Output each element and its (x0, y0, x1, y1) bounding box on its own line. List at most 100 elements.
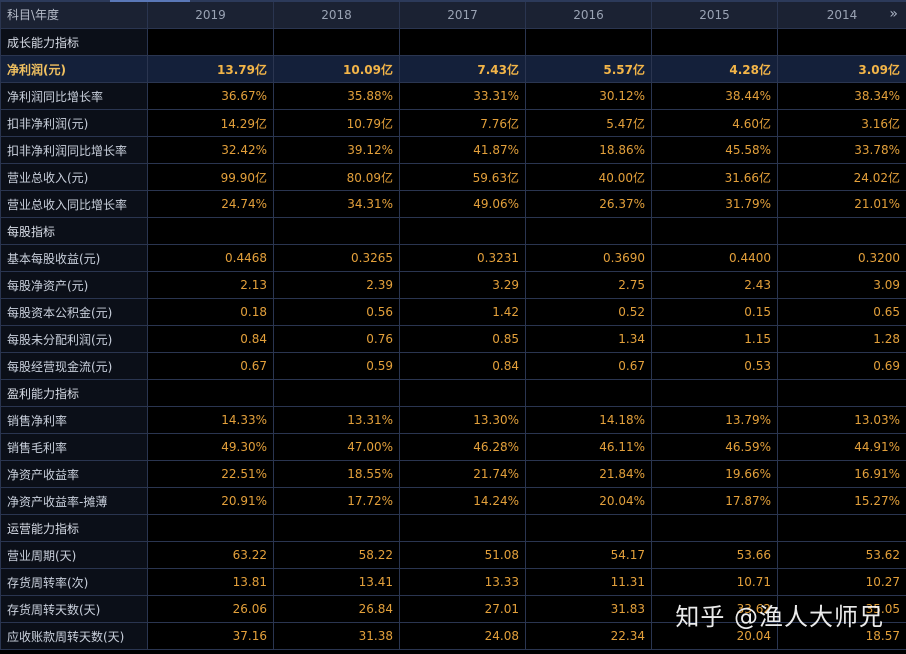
table-row[interactable]: 净资产收益率 22.51% 18.55% 21.74% 21.84% 19.66% 16.9… (0, 460, 906, 488)
value-cell: 7.76亿 (399, 109, 526, 137)
empty-cell (651, 217, 778, 245)
table-row[interactable]: 营业总收入(元) 99.90亿 80.09亿 59.63亿 40.00亿 31.66亿 24… (0, 163, 906, 191)
empty-cell (777, 217, 906, 245)
value-cell: 33.78% (777, 136, 906, 164)
value-cell: 49.30% (147, 433, 274, 461)
year-header[interactable]: 2019 (147, 0, 274, 29)
value-cell: 38.44% (651, 82, 778, 110)
section-title: 运营能力指标 (0, 514, 148, 542)
section-header-row: 每股指标 (0, 217, 906, 245)
value-cell: 19.66% (651, 460, 778, 488)
table-row[interactable]: 营业周期(天) 63.22 58.22 51.08 54.17 53.66 53.62 (0, 541, 906, 569)
value-cell: 4.28亿 (651, 55, 778, 83)
value-cell: 1.15 (651, 325, 778, 353)
value-cell: 2.43 (651, 271, 778, 299)
value-cell: 10.79亿 (273, 109, 400, 137)
value-cell: 31.83 (525, 595, 652, 623)
value-cell: 17.72% (273, 487, 400, 515)
table-row[interactable]: 每股经营现金流(元) 0.67 0.59 0.84 0.67 0.53 0.69 (0, 352, 906, 380)
value-cell: 0.53 (651, 352, 778, 380)
double-chevron-right-icon[interactable]: » (889, 6, 898, 22)
value-cell: 2.13 (147, 271, 274, 299)
value-cell: 13.79% (651, 406, 778, 434)
value-cell: 31.66亿 (651, 163, 778, 191)
value-cell: 46.59% (651, 433, 778, 461)
value-cell: 1.42 (399, 298, 526, 326)
empty-cell (399, 514, 526, 542)
table-row[interactable]: 每股净资产(元) 2.13 2.39 3.29 2.75 2.43 3.09 (0, 271, 906, 299)
value-cell: 26.37% (525, 190, 652, 218)
section-header-row: 成长能力指标 (0, 28, 906, 56)
value-cell: 5.47亿 (525, 109, 652, 137)
value-cell: 35.05 (777, 595, 906, 623)
value-cell: 20.04 (651, 622, 778, 650)
row-label: 存货周转率(次) (0, 568, 148, 596)
empty-cell (651, 514, 778, 542)
value-cell: 13.33 (399, 568, 526, 596)
table-row[interactable]: 营业总收入同比增长率 24.74% 34.31% 49.06% 26.37% 31.79%… (0, 190, 906, 218)
empty-cell (525, 379, 652, 407)
table-row[interactable]: 销售净利率 14.33% 13.31% 13.30% 14.18% 13.79% 13.03… (0, 406, 906, 434)
value-cell: 22.51% (147, 460, 274, 488)
header-row: 科目\年度 2019 2018 2017 2016 2015 2014 (0, 0, 906, 29)
value-cell: 10.09亿 (273, 55, 400, 83)
value-cell: 54.17 (525, 541, 652, 569)
table-row[interactable]: 净资产收益率-摊薄 20.91% 17.72% 14.24% 20.04% 17.87% 1… (0, 487, 906, 515)
value-cell: 59.63亿 (399, 163, 526, 191)
table-row[interactable]: 每股未分配利润(元) 0.84 0.76 0.85 1.34 1.15 1.28 (0, 325, 906, 353)
value-cell: 26.84 (273, 595, 400, 623)
year-header[interactable]: 2016 (525, 0, 652, 29)
value-cell: 45.58% (651, 136, 778, 164)
value-cell: 3.09亿 (777, 55, 906, 83)
table-row[interactable]: 净利润(元) 13.79亿 10.09亿 7.43亿 5.57亿 4.28亿 3.09亿 (0, 55, 906, 83)
value-cell: 7.43亿 (399, 55, 526, 83)
value-cell: 37.16 (147, 622, 274, 650)
value-cell: 17.87% (651, 487, 778, 515)
value-cell: 36.67% (147, 82, 274, 110)
year-header[interactable]: 2018 (273, 0, 400, 29)
row-label: 每股资本公积金(元) (0, 298, 148, 326)
value-cell: 3.09 (777, 271, 906, 299)
value-cell: 20.04% (525, 487, 652, 515)
value-cell: 38.34% (777, 82, 906, 110)
year-header[interactable]: 2015 (651, 0, 778, 29)
table-row[interactable]: 扣非净利润(元) 14.29亿 10.79亿 7.76亿 5.47亿 4.60亿 3.16亿 (0, 109, 906, 137)
value-cell: 18.55% (273, 460, 400, 488)
table-row[interactable]: 存货周转率(次) 13.81 13.41 13.33 11.31 10.71 10.27 (0, 568, 906, 596)
value-cell: 27.01 (399, 595, 526, 623)
value-cell: 0.84 (147, 325, 274, 353)
row-label: 净资产收益率 (0, 460, 148, 488)
value-cell: 22.34 (525, 622, 652, 650)
row-label: 净利润同比增长率 (0, 82, 148, 110)
value-cell: 0.65 (777, 298, 906, 326)
table-row[interactable]: 基本每股收益(元) 0.4468 0.3265 0.3231 0.3690 0.4400 0… (0, 244, 906, 272)
value-cell: 0.3265 (273, 244, 400, 272)
value-cell: 0.3231 (399, 244, 526, 272)
value-cell: 99.90亿 (147, 163, 274, 191)
table-row[interactable]: 每股资本公积金(元) 0.18 0.56 1.42 0.52 0.15 0.65 (0, 298, 906, 326)
row-label: 销售毛利率 (0, 433, 148, 461)
value-cell: 1.34 (525, 325, 652, 353)
value-cell: 0.3200 (777, 244, 906, 272)
value-cell: 58.22 (273, 541, 400, 569)
table-row[interactable]: 销售毛利率 49.30% 47.00% 46.28% 46.11% 46.59% 44.91… (0, 433, 906, 461)
empty-cell (273, 28, 400, 56)
value-cell: 24.74% (147, 190, 274, 218)
value-cell: 31.38 (273, 622, 400, 650)
value-cell: 15.27% (777, 487, 906, 515)
table-row[interactable]: 净利润同比增长率 36.67% 35.88% 33.31% 30.12% 38.44% 38… (0, 82, 906, 110)
top-tab-strip (0, 0, 906, 2)
table-row[interactable]: 存货周转天数(天) 26.06 26.84 27.01 31.83 33.62 35.05 (0, 595, 906, 623)
value-cell: 0.67 (147, 352, 274, 380)
row-label: 基本每股收益(元) (0, 244, 148, 272)
year-header[interactable]: 2014 (777, 0, 906, 29)
value-cell: 39.12% (273, 136, 400, 164)
year-header[interactable]: 2017 (399, 0, 526, 29)
row-label: 扣非净利润同比增长率 (0, 136, 148, 164)
table-row[interactable]: 应收账款周转天数(天) 37.16 31.38 24.08 22.34 20.04 18.5… (0, 622, 906, 650)
value-cell: 33.62 (651, 595, 778, 623)
table-row[interactable]: 扣非净利润同比增长率 32.42% 39.12% 41.87% 18.86% 45.58%… (0, 136, 906, 164)
row-label: 销售净利率 (0, 406, 148, 434)
empty-cell (777, 379, 906, 407)
